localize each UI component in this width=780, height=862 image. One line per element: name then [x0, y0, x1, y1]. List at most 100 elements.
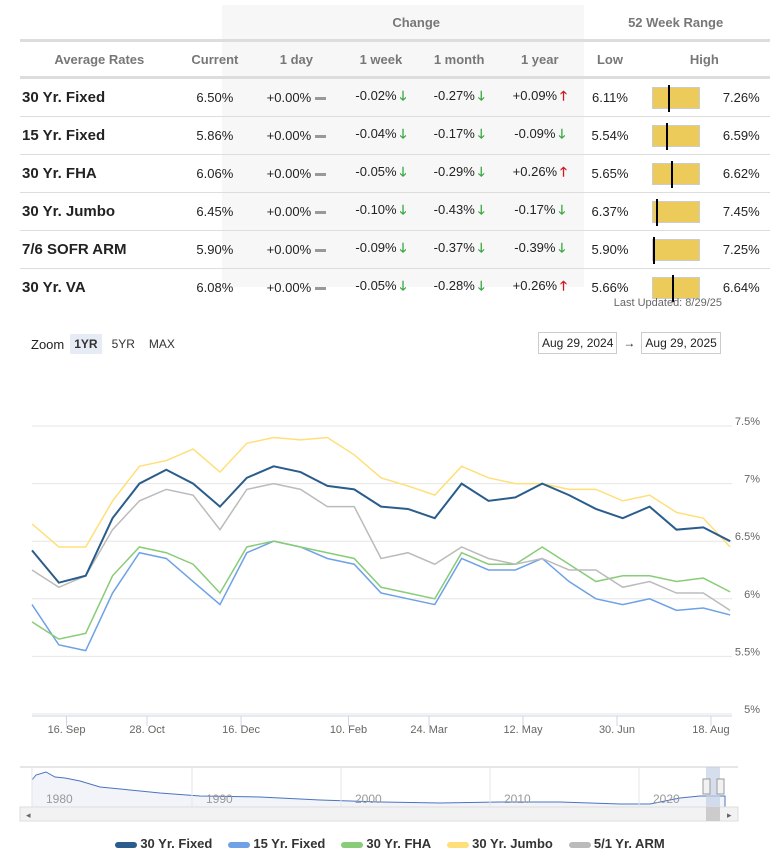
navigator-selection[interactable] [706, 767, 720, 807]
change-1week: -0.10% [355, 201, 397, 217]
change-1day: +0.00% [266, 128, 312, 143]
zoom-5yr-button[interactable]: 5YR [111, 337, 135, 351]
table-row: 30 Yr. FHA 6.06% +0.00% -0.05% 🡓 -0.29% 🡓 … [20, 154, 770, 193]
scroll-right-icon[interactable]: ▸ [727, 810, 732, 820]
no-change-icon [315, 287, 327, 291]
change-1month: -0.28% [433, 277, 475, 293]
arrow-down-icon: 🡓 [558, 125, 566, 141]
date-range: Aug 29, 2024 → Aug 29, 2025 [538, 332, 721, 354]
rate-name[interactable]: 30 Yr. Fixed [20, 77, 179, 117]
series-line-15-yr-fixed[interactable] [31, 540, 731, 652]
change-1month: -0.27% [433, 87, 475, 103]
arrow-down-icon: 🡓 [399, 201, 407, 217]
rate-name[interactable]: 7/6 SOFR ARM [20, 230, 179, 269]
range-marker [655, 198, 658, 226]
change-1year: +0.09% [512, 87, 558, 103]
rates-table: Change 52 Week Range Average Rates Current… [20, 5, 770, 306]
change-1year: -0.17% [514, 201, 556, 217]
arrow-up-icon: 🡑 [560, 87, 567, 103]
scrollbar-thumb[interactable] [706, 807, 720, 821]
zoom-label: Zoom [31, 336, 65, 352]
legend-item[interactable]: 30 Yr. FHA [341, 836, 431, 851]
x-tick-label: 10. Feb [330, 724, 367, 736]
zoom-controls: Zoom 1YR 5YR MAX [31, 334, 179, 354]
series-line-30-yr-fixed[interactable] [31, 465, 731, 584]
legend-item[interactable]: 5/1 Yr. ARM [568, 836, 665, 851]
range-bar [651, 274, 700, 302]
legend-item[interactable]: 15 Yr. Fixed [228, 836, 325, 851]
scroll-left-icon[interactable]: ◂ [26, 810, 31, 820]
rate-name[interactable]: 15 Yr. Fixed [20, 116, 179, 155]
low-52wk: 5.90% [581, 230, 639, 269]
range-group-header: 52 Week Range [628, 14, 724, 30]
range-bar [651, 160, 700, 188]
range-bar [651, 236, 700, 264]
change-1day: +0.00% [266, 242, 312, 257]
rate-name[interactable]: 30 Yr. VA [20, 268, 179, 306]
column-header: Current [178, 39, 252, 79]
change-1week: -0.04% [355, 125, 397, 141]
table-row: 30 Yr. Fixed 6.50% +0.00% -0.02% 🡓 -0.27%… [20, 77, 770, 117]
high-52wk: 7.45% [712, 192, 770, 231]
low-52wk: 6.11% [581, 77, 639, 117]
series-line-30-yr-fha[interactable] [31, 540, 731, 640]
current-rate: 5.90% [178, 230, 252, 269]
no-change-icon [315, 249, 327, 253]
arrow-down-icon: 🡓 [399, 125, 407, 141]
change-1day: +0.00% [266, 166, 312, 181]
column-header: 1 day [251, 39, 342, 79]
current-rate: 6.45% [178, 192, 252, 231]
navigator-scrollbar[interactable] [19, 806, 739, 822]
arrow-down-icon: 🡓 [477, 125, 485, 141]
series-line-5-1-yr-arm[interactable] [31, 482, 731, 611]
table-row: 30 Yr. VA 6.08% +0.00% -0.05% 🡓 -0.28% 🡓 +… [20, 268, 770, 306]
legend: 30 Yr. Fixed 15 Yr. Fixed 30 Yr. FHA 30 Yr.… [0, 836, 780, 851]
range-marker [671, 274, 674, 302]
navigator-left-handle[interactable] [702, 778, 711, 795]
navigator-year-label: 2010 [504, 792, 531, 806]
legend-label: 30 Yr. FHA [366, 836, 432, 851]
high-52wk: 6.64% [712, 268, 770, 306]
navigator-year-label: 1980 [46, 792, 73, 806]
to-date-input[interactable]: Aug 29, 2025 [641, 332, 721, 354]
arrow-down-icon: 🡓 [399, 87, 407, 103]
change-1month: -0.17% [433, 125, 475, 141]
y-tick-label: 5.5% [735, 646, 760, 658]
arrow-down-icon: 🡓 [477, 239, 485, 255]
y-tick-label: 5% [744, 704, 760, 716]
series-line-30-yr-jumbo[interactable] [31, 436, 731, 548]
arrow-down-icon: 🡓 [477, 277, 485, 293]
arrow-up-icon: 🡑 [560, 277, 567, 293]
arrow-down-icon: 🡓 [477, 201, 485, 217]
high-52wk: 6.59% [712, 116, 770, 155]
change-1day: +0.00% [266, 280, 312, 295]
arrow-down-icon: 🡓 [399, 239, 407, 255]
y-tick-label: 7.5% [735, 416, 760, 428]
range-bar [651, 122, 700, 150]
low-52wk: 6.37% [581, 192, 639, 231]
zoom-1yr-button[interactable]: 1YR [70, 334, 102, 354]
no-change-icon [315, 135, 327, 139]
legend-label: 30 Yr. Fixed [140, 836, 213, 851]
rate-name[interactable]: 30 Yr. FHA [20, 154, 179, 193]
range-bar [651, 198, 700, 226]
range-arrow: → [623, 336, 636, 350]
change-1day: +0.00% [266, 90, 312, 105]
column-header: Average Rates [20, 39, 179, 79]
legend-swatch-icon [341, 841, 364, 848]
navigator-right-handle[interactable] [716, 778, 725, 795]
table-row: 15 Yr. Fixed 5.86% +0.00% -0.04% 🡓 -0.17%… [20, 116, 770, 155]
arrow-down-icon: 🡓 [399, 277, 407, 293]
legend-label: 30 Yr. Jumbo [472, 836, 553, 851]
no-change-icon [315, 173, 327, 177]
zoom-max-button[interactable]: MAX [148, 337, 175, 351]
legend-item[interactable]: 30 Yr. Fixed [115, 836, 212, 851]
from-date-input[interactable]: Aug 29, 2024 [538, 332, 618, 354]
x-tick-label: 28. Oct [129, 724, 164, 736]
no-change-icon [315, 211, 327, 215]
rate-name[interactable]: 30 Yr. Jumbo [20, 192, 179, 231]
current-rate: 6.08% [178, 268, 252, 306]
legend-item[interactable]: 30 Yr. Jumbo [447, 836, 553, 851]
range-marker [671, 160, 674, 188]
low-52wk: 5.54% [581, 116, 639, 155]
